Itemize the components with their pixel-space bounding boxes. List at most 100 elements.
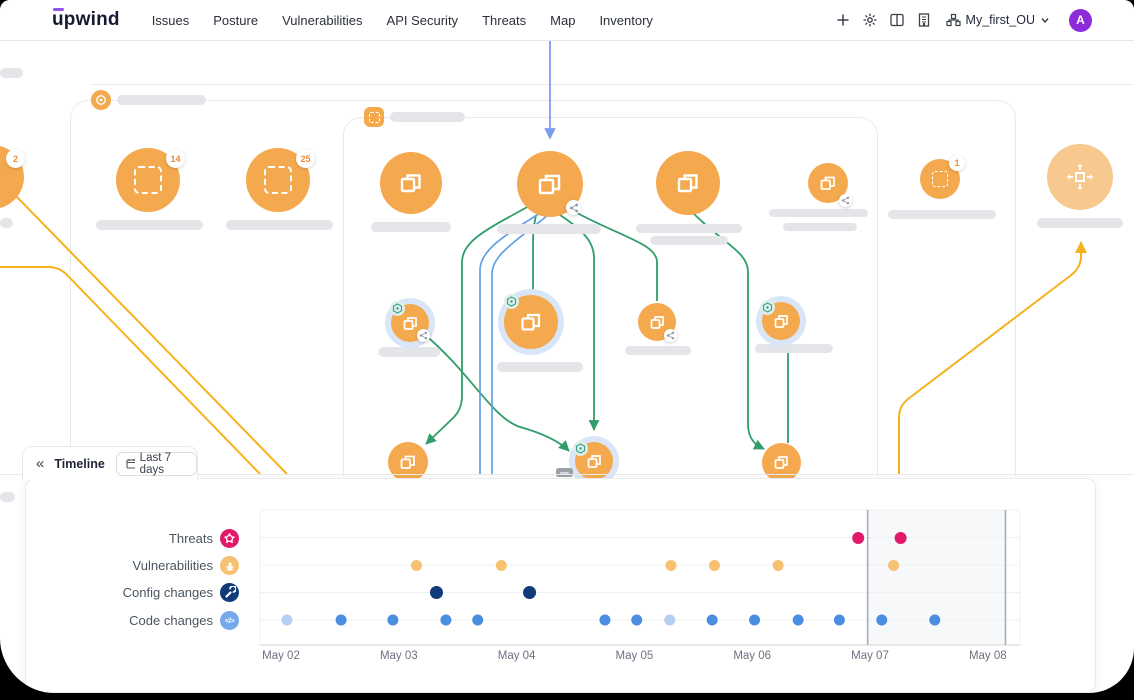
x-tick-label: May 02	[262, 650, 300, 662]
timeline-title: Timeline	[54, 456, 105, 471]
share-nodes-badge	[566, 200, 581, 215]
node-count-badge: 2	[6, 149, 25, 168]
instances-copy-icon	[400, 174, 421, 193]
main-nav: Issues Posture Vulnerabilities API Secur…	[140, 13, 665, 28]
node-sublabel-placeholder	[783, 223, 857, 231]
nav-map[interactable]: Map	[550, 12, 576, 28]
row-label-config-changes: Config changes	[122, 585, 213, 600]
node-pod-bottom[interactable]	[388, 442, 428, 482]
map-timeline-divider	[0, 474, 1134, 475]
top-navbar: upwind Issues Posture Vulnerabilities AP…	[0, 0, 1134, 41]
dashed-selection-icon	[264, 166, 292, 194]
settings-gear-icon[interactable]	[862, 12, 878, 28]
org-tree-icon	[945, 13, 961, 27]
node-label-placeholder	[497, 362, 583, 372]
date-range-value: Last 7 days	[139, 451, 171, 476]
wrench-icon	[220, 583, 239, 602]
node-pod-bottom[interactable]	[762, 443, 801, 482]
collapsed-label-chip[interactable]	[556, 468, 573, 477]
nav-inventory[interactable]: Inventory	[599, 12, 653, 28]
share-nodes-badge	[839, 194, 852, 207]
logo-accent-bar	[53, 8, 64, 11]
node-workload[interactable]	[656, 151, 720, 215]
group-container-inner	[343, 117, 878, 476]
calendar-icon	[126, 459, 135, 469]
node-count-badge: 14	[166, 149, 185, 168]
dashed-selection-icon	[134, 166, 162, 194]
instances-copy-icon	[400, 455, 415, 469]
date-range-select[interactable]: Last 7 days	[115, 451, 197, 476]
nav-threats[interactable]: Threats	[482, 12, 527, 28]
dashed-selection-badge-icon	[364, 107, 384, 127]
row-label-threats: Threats	[168, 531, 213, 546]
target-scope-badge-icon	[91, 90, 111, 110]
dashed-selection-icon	[932, 171, 948, 187]
instances-copy-icon	[587, 454, 601, 468]
instances-copy-icon	[538, 174, 561, 195]
row-label-vulnerabilities: Vulnerabilities	[132, 558, 213, 573]
label-placeholder	[0, 492, 15, 502]
node-sublabel-placeholder	[650, 236, 728, 245]
instances-copy-icon	[521, 313, 541, 331]
kubernetes-hexagon-badge	[573, 441, 588, 456]
upwind-logo[interactable]: upwind	[52, 8, 120, 31]
node-label-placeholder	[226, 220, 333, 230]
instances-copy-icon	[677, 174, 698, 193]
node-label-placeholder	[755, 344, 833, 353]
nav-vulnerabilities[interactable]: Vulnerabilities	[282, 12, 363, 28]
org-label: My_first_OU	[965, 13, 1035, 27]
kubernetes-hexagon-badge	[390, 301, 405, 316]
kubernetes-hexagon-badge	[760, 300, 775, 315]
chevron-down-icon	[1041, 18, 1049, 24]
node-external[interactable]	[1047, 144, 1113, 210]
instances-copy-icon	[774, 456, 788, 469]
x-tick-label: May 08	[968, 650, 1007, 662]
x-tick-label: May 04	[497, 650, 536, 662]
kubernetes-hexagon-badge	[504, 294, 519, 309]
node-label-placeholder	[371, 222, 451, 232]
nav-issues[interactable]: Issues	[151, 12, 190, 28]
x-tick-label: May 07	[851, 650, 889, 662]
node-label-placeholder	[636, 224, 742, 233]
node-label-placeholder	[96, 220, 203, 230]
node-count-badge: 1	[949, 155, 965, 171]
node-label-placeholder	[888, 210, 996, 219]
node-label-placeholder	[497, 224, 601, 234]
building-icon[interactable]	[916, 12, 932, 28]
row-label-code-changes: Code changes	[129, 613, 213, 628]
share-nodes-badge	[417, 329, 430, 342]
move-expand-icon	[1067, 164, 1093, 190]
node-label-placeholder	[378, 347, 440, 357]
plus-icon[interactable]	[835, 12, 851, 28]
vulnerability-bug-icon	[220, 556, 239, 575]
x-tick-label: May 03	[379, 650, 418, 662]
logo-text: upwind	[52, 9, 120, 30]
timeline-tab[interactable]: « Timeline Last 7 days	[22, 446, 198, 480]
instances-copy-icon	[820, 176, 835, 190]
avatar[interactable]: A	[1069, 8, 1092, 32]
nav-api-security[interactable]: API Security	[386, 12, 459, 28]
node-label-placeholder	[625, 346, 691, 355]
x-tick-label: May 05	[615, 650, 654, 662]
x-tick-label: May 06	[733, 650, 772, 662]
org-selector[interactable]: My_first_OU	[945, 13, 1056, 27]
collapse-timeline-icon[interactable]: «	[36, 455, 45, 472]
node-label-placeholder	[769, 209, 868, 217]
group-label-placeholder	[117, 95, 206, 105]
threat-virus-icon	[220, 529, 239, 548]
breadcrumb-placeholder	[0, 68, 23, 78]
instances-copy-icon	[650, 315, 664, 329]
label-placeholder	[0, 218, 13, 228]
layout-panels-icon[interactable]	[889, 12, 905, 28]
instances-copy-icon	[774, 314, 788, 328]
instances-copy-icon	[403, 316, 417, 330]
topology-map[interactable]	[0, 41, 1134, 502]
node-count-badge: 25	[296, 149, 315, 168]
group-label-placeholder	[390, 112, 465, 122]
node-workload[interactable]	[380, 152, 442, 214]
nav-posture[interactable]: Posture	[213, 12, 259, 28]
map-top-rule	[90, 84, 1134, 85]
share-nodes-badge	[664, 329, 677, 342]
node-label-placeholder	[1037, 218, 1123, 228]
